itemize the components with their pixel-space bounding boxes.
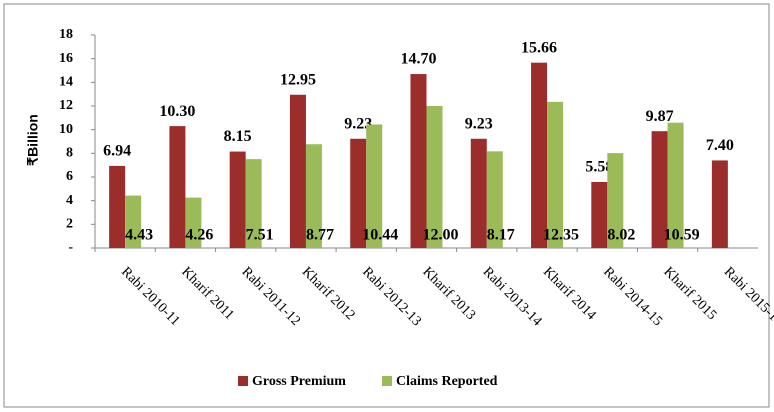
bar (229, 151, 246, 248)
data-label: 8.02 (607, 227, 635, 244)
y-tick-label: - (68, 240, 73, 255)
data-label: 5.58 (585, 159, 613, 176)
y-tick-label: 14 (59, 75, 73, 90)
x-tick-label: Kharif 2014 (540, 264, 599, 323)
data-label: 8.17 (487, 227, 515, 244)
y-tick-label: 10 (59, 122, 73, 137)
x-tick-label: Rabi 2015-16 (721, 264, 774, 329)
y-tick-label: 12 (59, 98, 73, 113)
chart-border (3, 3, 770, 408)
bar (547, 101, 564, 248)
x-tick-label: Rabi 2014-15 (600, 264, 665, 329)
x-tick-label: Rabi 2013-14 (480, 264, 545, 329)
x-tick-label: Kharif 2011 (178, 264, 236, 322)
data-label: 10.59 (664, 227, 700, 244)
data-label: 9.23 (465, 115, 493, 132)
data-label: 8.77 (306, 227, 334, 244)
bar (607, 153, 624, 248)
bar (486, 151, 503, 248)
x-tick-label: Rabi 2010-11 (118, 264, 182, 328)
data-label: 9.87 (646, 108, 674, 125)
y-tick-label: 4 (66, 193, 73, 208)
y-axis-label: ₹Billion (25, 114, 41, 166)
x-tick-label: Kharif 2013 (419, 264, 478, 323)
y-tick-label: 8 (66, 146, 73, 161)
y-tick-label: 16 (59, 51, 73, 66)
bar (169, 126, 186, 248)
bar (289, 94, 306, 248)
data-label: 8.15 (224, 128, 252, 145)
data-label: 10.44 (362, 227, 398, 244)
data-label: 12.95 (280, 71, 316, 88)
data-label: 14.70 (401, 51, 437, 68)
data-label: 12.35 (543, 227, 579, 244)
legend-swatch (381, 376, 392, 386)
bar (651, 131, 668, 248)
x-tick-label: Kharif 2012 (299, 264, 358, 323)
bar (305, 144, 322, 248)
bar (591, 181, 608, 248)
data-label: 15.66 (521, 39, 557, 56)
y-tick-label: 6 (66, 169, 73, 184)
y-tick-label: 18 (59, 27, 73, 42)
data-label: 7.40 (706, 137, 734, 154)
x-tick-label: Rabi 2012-13 (359, 264, 424, 329)
bar (410, 74, 427, 248)
bar (531, 62, 548, 248)
data-label: 12.00 (423, 227, 459, 244)
data-label: 9.23 (344, 115, 372, 132)
bar (109, 165, 126, 248)
data-label: 4.26 (185, 227, 213, 244)
data-label: 4.43 (125, 227, 153, 244)
x-tick-label: Kharif 2015 (660, 264, 719, 323)
legend-label: Claims Reported (396, 374, 498, 389)
bar (125, 195, 142, 248)
bar (470, 138, 487, 248)
data-label: 6.94 (103, 143, 131, 160)
data-label: 10.30 (159, 103, 195, 120)
data-label: 7.51 (246, 227, 274, 244)
legend-swatch (238, 376, 248, 386)
bar (366, 124, 383, 248)
bar (245, 159, 262, 248)
x-tick-label: Rabi 2011-12 (239, 264, 303, 328)
bar (350, 138, 367, 248)
y-tick-label: 2 (66, 217, 73, 232)
bar (711, 160, 728, 248)
bar (426, 106, 443, 248)
bar (185, 197, 202, 248)
legend-label: Gross Premium (252, 374, 346, 389)
bar (667, 122, 684, 248)
